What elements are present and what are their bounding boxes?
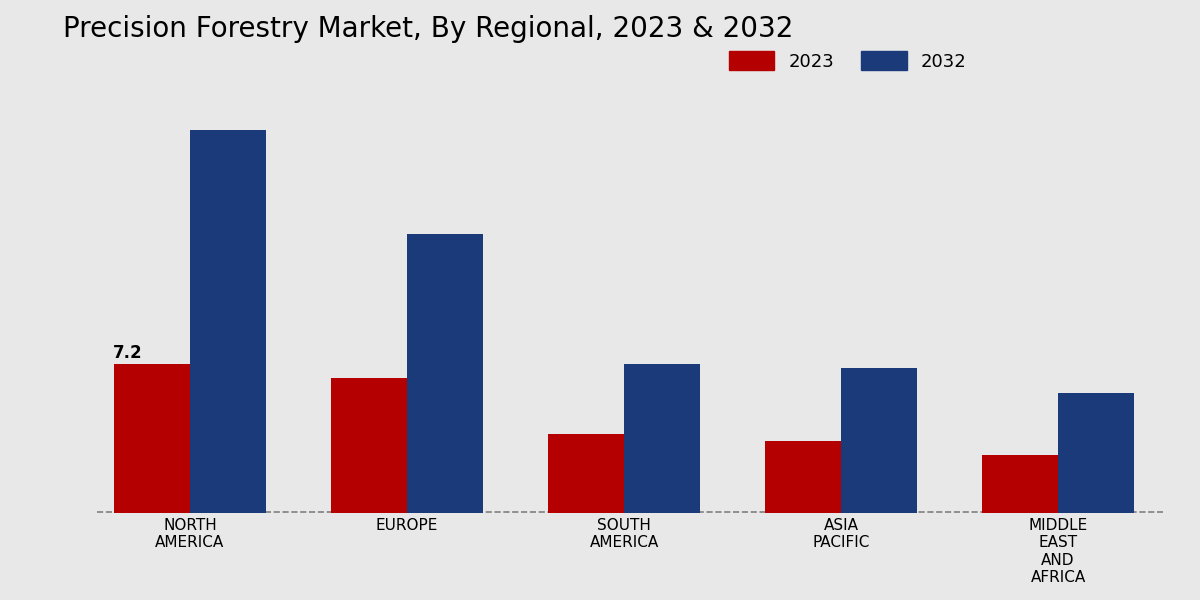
Legend: 2023, 2032: 2023, 2032	[722, 44, 974, 78]
Bar	[331, 379, 407, 513]
Bar	[407, 233, 482, 513]
Bar	[982, 455, 1058, 513]
Bar	[624, 364, 700, 513]
Bar	[841, 368, 917, 513]
Bar	[548, 434, 624, 513]
Bar	[1058, 393, 1134, 513]
Text: 7.2: 7.2	[113, 344, 143, 362]
Text: Precision Forestry Market, By Regional, 2023 & 2032: Precision Forestry Market, By Regional, …	[64, 15, 793, 43]
Bar	[114, 364, 190, 513]
Bar	[766, 440, 841, 513]
Bar	[190, 130, 266, 513]
